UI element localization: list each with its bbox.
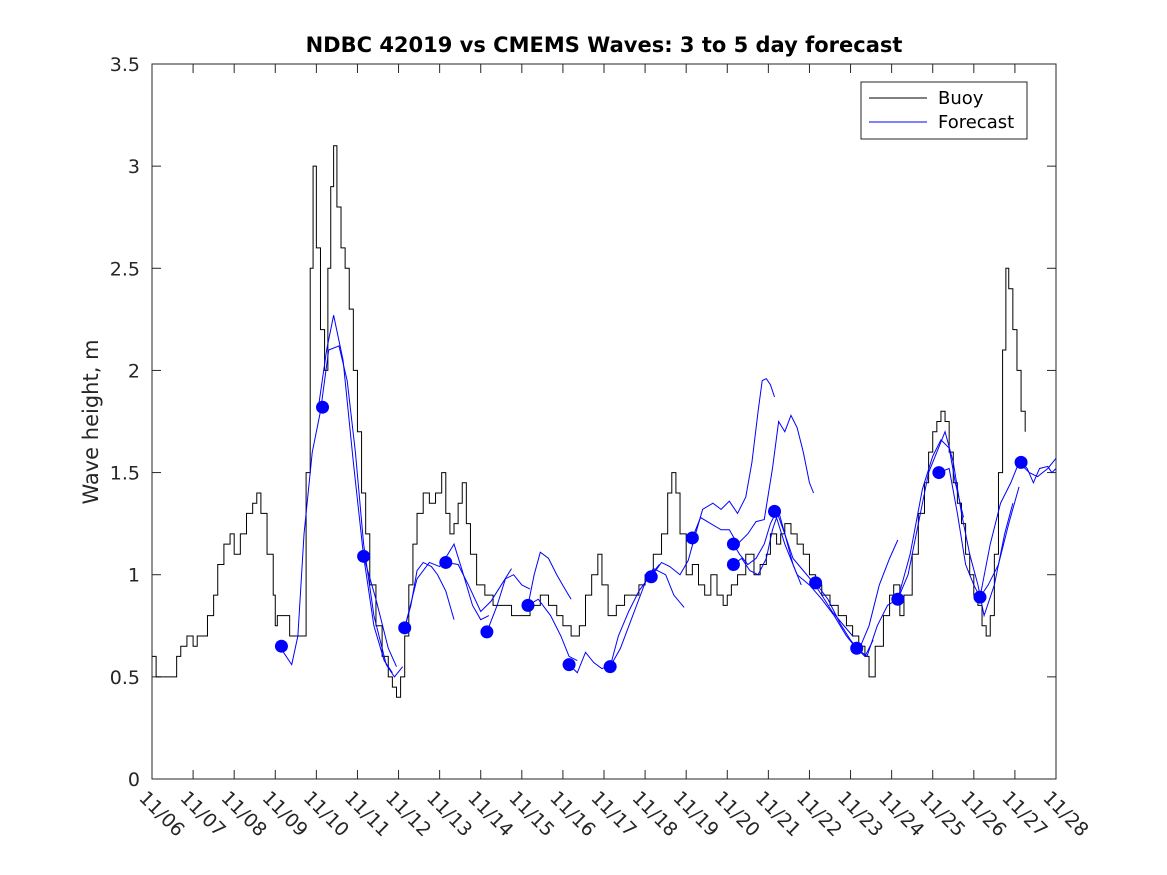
legend-box — [860, 81, 1028, 140]
forecast-marker-5 — [439, 555, 453, 569]
y-tick-label: 1 — [128, 565, 140, 587]
forecast-marker-4 — [398, 621, 412, 635]
plot-area: 00.511.522.533.5 11/0611/0711/0811/0911/… — [110, 54, 1093, 841]
forecast-marker-7 — [521, 598, 535, 612]
forecast-line-16 — [733, 509, 853, 637]
forecast-line-20 — [897, 430, 1014, 618]
legend-forecast-label: Forecast — [938, 112, 1014, 133]
forecast-marker-15 — [809, 576, 823, 590]
forecast-marker-18 — [932, 466, 946, 480]
y-tick-label: 1.5 — [110, 463, 140, 485]
forecast-line-14 — [691, 414, 815, 545]
forecast-line-8 — [527, 551, 572, 606]
y-axis-label: Wave height, m — [79, 339, 103, 504]
forecast-marker-6 — [480, 625, 494, 639]
y-tick-label: 2.5 — [110, 258, 140, 280]
forecast-line-6 — [445, 561, 512, 613]
forecast-marker-17 — [891, 592, 905, 606]
y-tick-label: 2 — [128, 360, 140, 382]
forecast-marker-11 — [685, 531, 699, 545]
forecast-line-13 — [650, 377, 776, 578]
forecast-marker-20 — [1014, 455, 1028, 469]
forecast-line-7 — [486, 574, 531, 633]
forecast-marker-19 — [973, 590, 987, 604]
forecast-line-1 — [274, 345, 404, 678]
series-layer — [152, 145, 1057, 698]
legend: Buoy Forecast — [860, 81, 1028, 140]
y-tick-label: 3.5 — [110, 54, 140, 76]
y-axis: 0 0.5 1 1.5 2 2.5 3 3.5 — [110, 54, 1056, 791]
forecast-marker-10 — [644, 570, 658, 584]
forecast-line-2 — [317, 315, 393, 674]
forecast-marker-14 — [768, 504, 782, 518]
axes-box — [151, 63, 1057, 780]
forecast-marker-16 — [850, 641, 864, 655]
forecast-marker-3 — [357, 549, 371, 563]
forecast-line-5 — [404, 542, 490, 628]
forecast-line-23 — [1020, 462, 1057, 485]
forecast-marker-13 — [726, 558, 740, 571]
chart-title: NDBC 42019 vs CMEMS Waves: 3 to 5 day fo… — [306, 33, 903, 57]
forecast-marker-9 — [603, 660, 617, 674]
y-tick-label: 0 — [128, 769, 140, 791]
y-tick-label: 0.5 — [110, 667, 140, 689]
forecast-line-9 — [527, 598, 578, 661]
forecast-marker-12 — [726, 537, 740, 551]
forecast-marker-8 — [562, 658, 576, 672]
forecast-line-3 — [363, 556, 397, 667]
y-tick-label: 3 — [128, 156, 140, 178]
forecast-line-10 — [568, 651, 611, 674]
forecast-line-21 — [938, 467, 1020, 599]
forecast-line-15 — [733, 510, 802, 586]
forecast-marker-2 — [316, 400, 330, 414]
forecast-line-19 — [856, 439, 965, 658]
legend-buoy-label: Buoy — [938, 88, 984, 109]
forecast-marker-1 — [274, 639, 288, 653]
